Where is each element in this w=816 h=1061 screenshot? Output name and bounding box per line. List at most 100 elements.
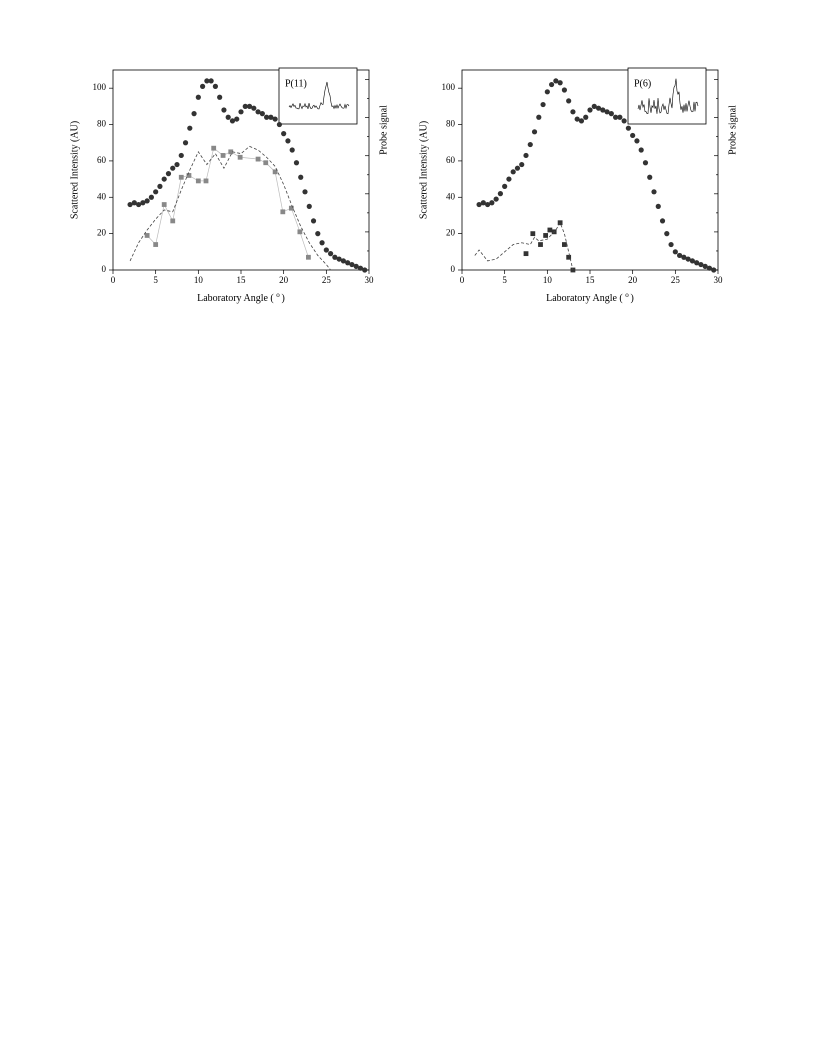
point: [349, 261, 355, 268]
point: [651, 189, 657, 195]
inset-label: P(11): [285, 78, 307, 89]
point: [489, 200, 495, 206]
x-tick-label: 25: [322, 275, 332, 285]
y-tick-label: 100: [93, 82, 107, 92]
chart: 0 5 10 15 20 25 30 0 20 40 60 80 100 Laboratory Angle…: [418, 67, 738, 305]
point: [186, 173, 192, 178]
point: [506, 176, 512, 182]
point: [621, 118, 627, 124]
point: [578, 118, 585, 124]
point: [353, 263, 359, 269]
point: [493, 196, 499, 202]
y-tick-label: 100: [442, 82, 456, 92]
point: [272, 116, 278, 122]
point: [259, 111, 265, 117]
point: [553, 78, 559, 84]
point: [323, 247, 329, 253]
point: [357, 265, 364, 271]
point: [566, 254, 572, 260]
y-tick-label: 80: [97, 119, 107, 129]
point: [591, 103, 597, 109]
point: [681, 254, 687, 260]
point: [698, 261, 704, 268]
point: [514, 165, 521, 171]
y-tick-label: 60: [446, 155, 456, 165]
point: [523, 152, 529, 159]
point: [170, 218, 176, 224]
point: [306, 203, 312, 209]
point: [280, 209, 286, 215]
y-tick-label: 20: [446, 228, 456, 238]
point: [212, 83, 218, 89]
x-axis-label-part: ): [631, 293, 634, 304]
point: [217, 94, 223, 100]
point: [480, 200, 486, 206]
point: [153, 242, 159, 247]
inset-frame: [627, 67, 707, 125]
point: [540, 101, 546, 108]
point: [289, 147, 295, 153]
point: [264, 114, 270, 120]
point: [161, 202, 167, 207]
x-tick-label: 15: [586, 275, 596, 285]
point: [144, 233, 150, 238]
point: [200, 83, 206, 89]
x-axis-label: Laboratory Angle ( o ): [546, 291, 634, 305]
x-tick-label: 20: [279, 275, 289, 285]
point: [268, 114, 274, 120]
x-tick-label: 20: [628, 275, 638, 285]
x-tick-label: 0: [111, 275, 116, 285]
point: [574, 116, 580, 122]
point: [668, 241, 674, 248]
point: [228, 149, 234, 155]
point: [519, 161, 525, 168]
point: [298, 174, 304, 180]
y2-axis-label: Probe signal: [378, 105, 389, 155]
x-tick-label: 15: [237, 275, 247, 285]
point: [536, 114, 542, 120]
point: [685, 256, 691, 262]
point: [191, 111, 197, 117]
x-tick-label: 0: [460, 275, 465, 285]
point: [195, 178, 201, 184]
x-tick-label: 5: [502, 275, 507, 285]
point: [476, 201, 482, 208]
point: [345, 260, 351, 266]
point: [276, 121, 282, 128]
point: [647, 174, 653, 180]
point: [148, 194, 154, 200]
point: [187, 125, 193, 131]
point: [625, 125, 632, 131]
point: [557, 220, 563, 226]
point: [689, 258, 696, 264]
point: [153, 189, 159, 195]
point: [617, 114, 623, 120]
point: [677, 252, 683, 259]
point: [659, 218, 666, 224]
point: [221, 107, 227, 113]
y-tick-label: 0: [451, 264, 456, 274]
point: [332, 254, 338, 260]
point: [297, 229, 303, 235]
y-axis-label: Scattered Intensity (AU): [418, 121, 429, 219]
point: [664, 231, 670, 237]
point: [310, 218, 317, 224]
point: [711, 267, 717, 273]
point: [225, 114, 231, 120]
y-tick-label: 60: [97, 155, 107, 165]
point: [144, 198, 150, 204]
point: [566, 98, 572, 104]
point: [272, 169, 278, 175]
x-tick-label: 25: [671, 275, 681, 285]
x-tick-label: 30: [365, 275, 375, 285]
point: [234, 116, 240, 122]
point: [549, 81, 555, 88]
point: [583, 114, 589, 120]
point: [288, 205, 294, 211]
point: [613, 114, 619, 120]
point: [510, 169, 516, 175]
point: [523, 251, 529, 257]
x-tick-label: 5: [153, 275, 158, 285]
